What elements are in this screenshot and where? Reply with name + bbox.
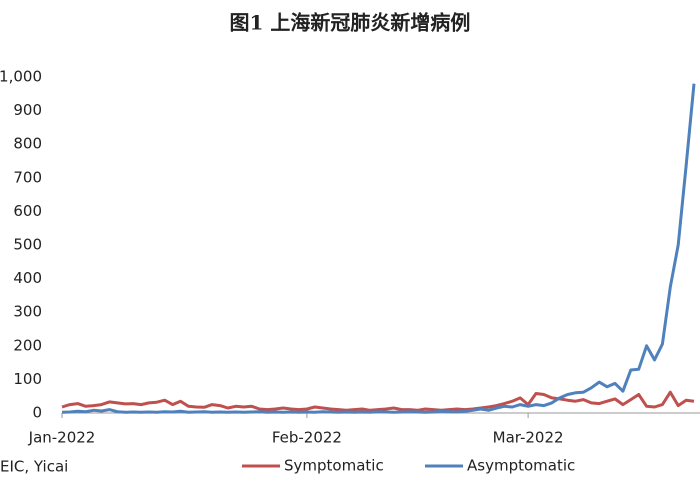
chart-title: 图1 上海新冠肺炎新增病例 [230, 11, 471, 35]
y-tick-label: 800 [13, 135, 42, 153]
y-tick-label: 100 [13, 370, 42, 388]
y-tick-label: 600 [13, 202, 42, 220]
y-tick-label: 500 [13, 236, 42, 254]
y-tick-label: 200 [13, 336, 42, 354]
series-line [61, 390, 695, 412]
y-tick-label: 700 [13, 168, 42, 186]
source-note: EIC, Yicai [0, 458, 68, 476]
legend-label: Symptomatic [284, 457, 384, 475]
x-tick-label: Mar-2022 [493, 429, 564, 447]
legend-label: Asymptomatic [467, 457, 575, 475]
x-tick-label: Jan-2022 [28, 429, 96, 447]
x-tick-label: Feb-2022 [272, 429, 342, 447]
y-tick-label: 0 [32, 404, 42, 422]
y-tick-label: 900 [13, 101, 42, 119]
y-tick-label: 400 [13, 269, 42, 287]
y-tick-label: 300 [13, 303, 42, 321]
series-line [61, 83, 696, 414]
y-tick-label: 1,000 [0, 68, 42, 86]
